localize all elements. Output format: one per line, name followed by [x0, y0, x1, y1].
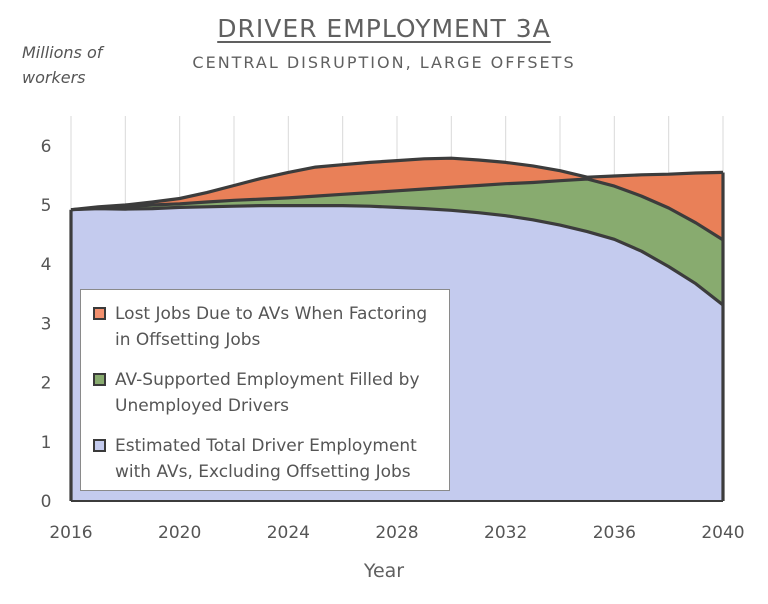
x-tick-label: 2020 — [158, 523, 201, 543]
legend-label-total-employment: Estimated Total Driver Employment with AV… — [115, 436, 417, 482]
area-lost-jobs — [71, 158, 723, 240]
line-total-employment — [70, 204, 724, 307]
x-tick-label: 2032 — [484, 523, 527, 543]
y-tick-label: 2 — [41, 374, 52, 394]
y-axis-ticks: 0 1 2 3 4 5 6 — [41, 137, 52, 512]
x-tick-label: 2036 — [593, 523, 636, 543]
y-tick-label: 1 — [41, 433, 52, 453]
legend-swatch-lost-jobs — [93, 307, 106, 320]
area-av-supported — [71, 179, 723, 305]
y-tick-label: 6 — [41, 137, 52, 157]
line-av-supported — [70, 177, 724, 242]
chart-subtitle: CENTRAL DISRUPTION, LARGE OFFSETS — [192, 53, 576, 72]
y-tick-label: 5 — [41, 196, 52, 216]
y-tick-label: 3 — [41, 314, 52, 334]
legend-label-lost-jobs: Lost Jobs Due to AVs When Factoring in Of… — [115, 304, 428, 350]
legend-label-av-supported: AV-Supported Employment Filled by Unemplo… — [115, 370, 420, 416]
legend-swatch-total-employment — [93, 439, 106, 452]
x-tick-label: 2028 — [375, 523, 418, 543]
y-tick-label: 0 — [41, 492, 52, 512]
chart-legend: Lost Jobs Due to AVs When Factoring in Of… — [80, 289, 450, 491]
line-lost-jobs — [70, 156, 724, 212]
x-axis-label: Year — [363, 560, 405, 582]
chart-title: DRIVER EMPLOYMENT 3A — [217, 14, 551, 43]
y-tick-label: 4 — [41, 255, 52, 275]
x-tick-label: 2024 — [267, 523, 310, 543]
x-tick-label: 2016 — [49, 523, 92, 543]
x-axis-ticks: 2016 2020 2024 2028 2032 2036 2040 — [49, 523, 744, 543]
x-tick-label: 2040 — [701, 523, 744, 543]
y-axis-label: Millions of workers — [22, 43, 103, 87]
legend-swatch-av-supported — [93, 373, 106, 386]
